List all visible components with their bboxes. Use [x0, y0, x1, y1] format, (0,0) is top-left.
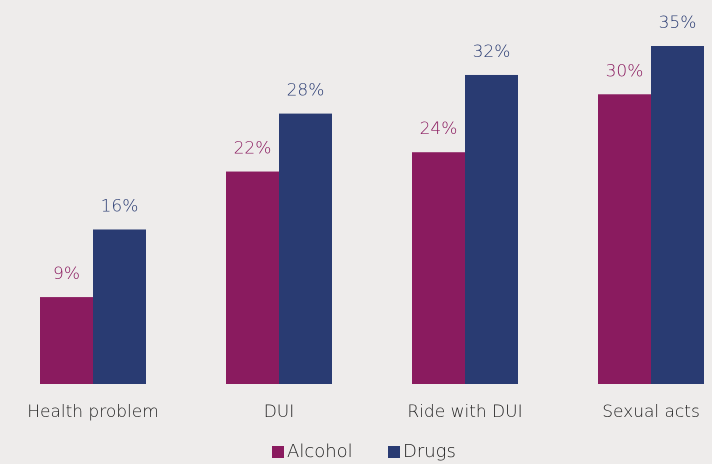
x-tick-label: Ride with DUI — [407, 402, 522, 422]
bar — [279, 113, 332, 384]
value-label: 28% — [287, 81, 325, 101]
value-label: 35% — [659, 13, 697, 33]
x-tick-label: Health problem — [27, 402, 159, 422]
x-tick-label: DUI — [264, 402, 295, 422]
value-label: 24% — [420, 119, 458, 139]
bar — [93, 229, 146, 384]
value-label: 16% — [101, 196, 139, 216]
x-tick-label: Sexual acts — [602, 402, 700, 422]
legend-label: Alcohol — [287, 441, 353, 462]
bar — [226, 171, 279, 384]
bar — [465, 74, 518, 384]
bar — [40, 297, 93, 384]
bar — [651, 46, 704, 384]
value-label: 32% — [473, 42, 511, 62]
legend-swatch — [272, 446, 284, 458]
value-label: 9% — [53, 264, 80, 284]
value-label: 30% — [606, 61, 644, 81]
bar — [412, 152, 465, 384]
value-label: 22% — [234, 139, 272, 159]
bar — [598, 94, 651, 385]
legend-label: Drugs — [403, 441, 456, 462]
legend-swatch — [388, 446, 400, 458]
